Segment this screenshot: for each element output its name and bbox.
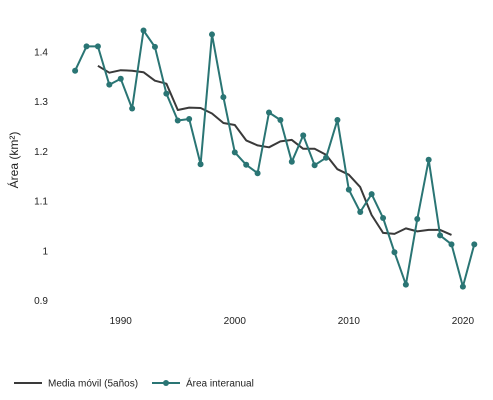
data-point [197, 161, 204, 168]
data-point [254, 170, 261, 177]
series-line-2 [74, 29, 476, 288]
legend: Media móvil (5años) Área interanual [14, 377, 254, 390]
data-point [311, 162, 318, 169]
data-point [323, 154, 330, 161]
x-tick-label: 2010 [338, 316, 361, 327]
data-point [448, 241, 455, 248]
data-point [117, 75, 124, 82]
y-tick-label: 1.1 [34, 197, 48, 208]
legend-label-annual-area: Área interanual [186, 377, 254, 390]
legend-marker-annual-area [163, 380, 169, 386]
legend-label-moving-average: Media móvil (5años) [48, 379, 138, 390]
x-tick-label: 1990 [110, 316, 133, 327]
data-point [471, 241, 478, 248]
x-axis-ticks: 1990 2000 2010 2020 [110, 316, 475, 327]
data-point [129, 105, 136, 112]
data-point [186, 115, 193, 122]
data-point [151, 43, 158, 50]
y-tick-label: 1.2 [34, 147, 48, 158]
data-point [345, 186, 352, 193]
data-point [437, 232, 444, 239]
data-point [368, 191, 375, 198]
data-point [402, 281, 409, 288]
y-axis-label: Área (km²) [6, 132, 21, 189]
y-axis-ticks: 0.9 1 1.1 1.2 1.3 1.4 [34, 47, 48, 307]
data-point [106, 81, 113, 88]
data-point [72, 67, 79, 74]
data-point [174, 117, 181, 124]
plot-area [72, 27, 478, 290]
y-tick-label: 0.9 [34, 296, 48, 307]
data-point [300, 132, 307, 139]
data-point [380, 214, 387, 221]
data-point [266, 109, 272, 116]
data-point [414, 215, 421, 222]
data-point [140, 27, 147, 34]
data-point [425, 156, 432, 163]
data-point [288, 158, 295, 165]
data-point [459, 283, 466, 290]
data-point [357, 209, 364, 216]
y-tick-label: 1.3 [34, 97, 48, 108]
y-tick-label: 1 [42, 246, 48, 257]
x-tick-label: 2000 [224, 316, 247, 327]
data-point [83, 43, 90, 50]
data-point [220, 94, 227, 101]
data-point [334, 116, 341, 123]
data-point [163, 90, 170, 97]
data-point [243, 161, 250, 168]
y-tick-label: 1.4 [34, 47, 48, 58]
data-point [231, 149, 238, 156]
data-point [94, 43, 101, 50]
series-line-1 [97, 64, 452, 236]
data-point [277, 116, 284, 123]
data-point [391, 249, 398, 256]
x-tick-label: 2020 [452, 316, 475, 327]
data-point [208, 31, 215, 38]
